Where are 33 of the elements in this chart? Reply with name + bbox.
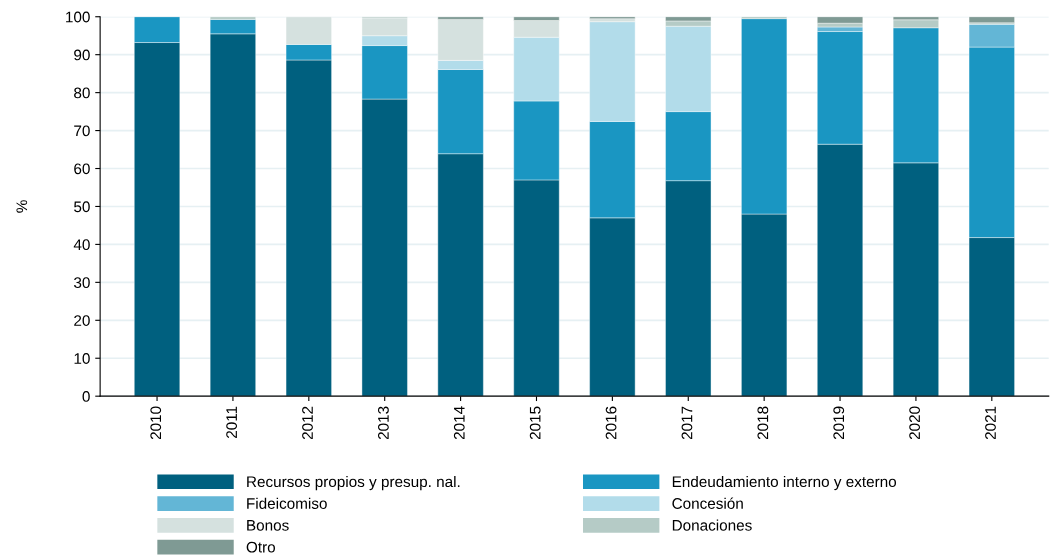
x-tick-label: 2010 (150, 406, 162, 440)
y-tick-label: 80 (74, 87, 90, 99)
x-tick-label: 2021 (985, 406, 996, 440)
y-tick-label: 30 (74, 277, 90, 289)
x-tick-label: 2011 (226, 406, 238, 438)
legend-label: Otro (246, 541, 276, 553)
x-tick-label: 2019 (833, 406, 845, 440)
y-tick-label: 90 (74, 49, 90, 61)
legend-label: Concesión (672, 497, 743, 509)
y-tick-label: 40 (73, 239, 90, 251)
legend-label: Endeudamiento interno y externo (672, 475, 897, 491)
y-tick-label: 70 (74, 125, 90, 137)
y-axis-title: % (16, 200, 28, 213)
legend-label: Bonos (247, 520, 289, 531)
x-tick-label: 2020 (909, 406, 921, 440)
x-tick-label: 2016 (605, 406, 617, 440)
x-tick-label: 2012 (302, 406, 313, 440)
bar (817, 16, 864, 24)
legend-label: Donaciones (672, 519, 752, 531)
legend-label: Recursos propios y presup. nal. (247, 475, 460, 491)
legend-label: Fideicomiso (247, 497, 327, 509)
y-tick-label: 100 (66, 11, 90, 23)
x-tick-label: 2013 (377, 406, 389, 440)
x-tick-label: 2018 (757, 406, 769, 440)
y-tick-label: 20 (74, 315, 90, 326)
bar (968, 16, 1015, 24)
y-tick-label: 60 (74, 163, 90, 175)
y-tick-label: 50 (74, 201, 90, 213)
x-tick-label: 2015 (529, 406, 541, 440)
x-tick-label: 2017 (681, 406, 693, 440)
y-tick-label: 10 (74, 353, 90, 364)
x-tick-label: 2014 (453, 406, 465, 440)
y-tick-label: 0 (82, 391, 90, 402)
